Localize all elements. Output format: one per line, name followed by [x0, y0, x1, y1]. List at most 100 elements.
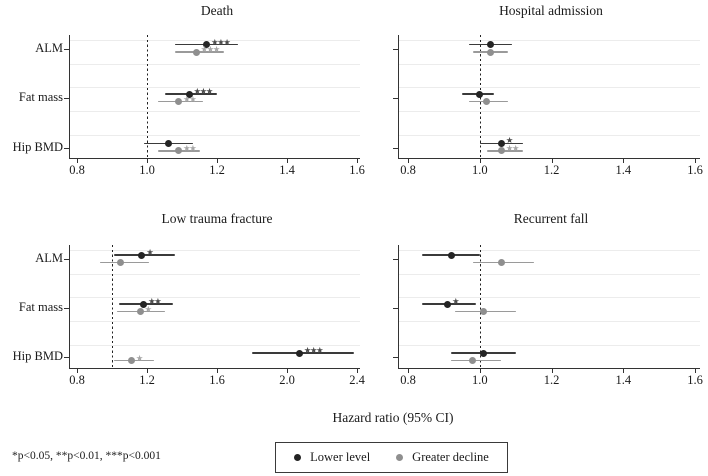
x-tick-label: 0.8 [400, 163, 416, 177]
point-estimate-marker [497, 259, 505, 266]
x-tick-mark [357, 159, 358, 163]
x-tick-mark [623, 159, 625, 163]
significance-stars: ★ [451, 297, 460, 307]
significance-stars: ★★ [183, 143, 197, 154]
point-estimate-marker [140, 300, 147, 308]
x-tick-label: 0.8 [69, 373, 85, 387]
point-estimate-marker [497, 147, 505, 155]
y-tick-mark [393, 49, 398, 50]
y-tick-mark [64, 308, 69, 310]
y-tick-mark [64, 147, 69, 149]
y-tick-mark [64, 98, 69, 100]
gridline [69, 63, 360, 65]
legend-item-lower-level: Lower level [294, 450, 370, 465]
category-label: Hip BMD [12, 139, 63, 154]
x-tick-mark [408, 159, 409, 163]
point-estimate-marker [479, 349, 487, 357]
category-label: Fat mass [18, 90, 63, 105]
x-axis-line [69, 368, 360, 369]
gridline [398, 250, 700, 251]
x-tick-label: 0.8 [400, 373, 416, 387]
x-tick-label: 1.4 [615, 163, 632, 177]
x-tick-mark [77, 369, 78, 373]
point-estimate-marker [497, 139, 505, 147]
panel-title: Death [200, 3, 234, 18]
gridline [398, 111, 700, 112]
x-tick-label: 2.0 [279, 373, 295, 387]
point-estimate-marker [487, 41, 494, 49]
x-tick-label: 1.6 [209, 373, 225, 387]
panel-title: Recurrent fall [513, 211, 589, 226]
dark-circle-icon [294, 454, 302, 461]
y-tick-mark [64, 357, 69, 359]
gridline [69, 134, 360, 136]
significance-stars: ★ [135, 353, 144, 364]
gridline [69, 250, 360, 251]
gridline [69, 344, 360, 346]
y-axis-line [398, 35, 399, 158]
gridline [398, 134, 700, 136]
legend-label: Lower level [310, 450, 371, 464]
reference-line [479, 245, 481, 368]
point-estimate-marker [295, 349, 303, 357]
category-label: Fat mass [18, 300, 63, 315]
x-tick-mark [551, 159, 553, 163]
gridline [398, 87, 700, 88]
x-tick-mark [147, 159, 148, 163]
significance-stars: ★ [146, 248, 154, 258]
point-estimate-marker [164, 139, 172, 147]
significance-stars: ★★★ [211, 37, 231, 48]
confidence-interval-line [451, 359, 502, 362]
point-estimate-marker [127, 357, 135, 364]
gridline [69, 273, 360, 275]
significance-stars: ★★ [148, 297, 162, 307]
gridline [398, 297, 700, 298]
point-estimate-marker [175, 147, 182, 155]
x-tick-label: 0.8 [69, 163, 85, 177]
x-tick-mark [287, 159, 288, 163]
x-tick-mark [357, 369, 358, 373]
x-tick-mark [479, 369, 481, 373]
point-estimate-marker [175, 98, 182, 105]
point-estimate-marker [117, 259, 125, 266]
x-tick-label: 1.2 [543, 163, 560, 177]
point-estimate-marker [447, 251, 455, 259]
significance-stars: ★★ [505, 143, 520, 154]
x-axis-line [398, 158, 700, 159]
x-tick-label: 1.2 [139, 373, 155, 387]
panel-title: Low trauma fracture [161, 211, 273, 226]
x-tick-mark [408, 369, 409, 373]
point-estimate-marker [192, 48, 200, 56]
x-tick-label: 1.0 [471, 163, 488, 177]
x-axis-line [69, 158, 360, 159]
y-tick-mark [393, 98, 398, 100]
x-axis-title: Hazard ratio (95% CI) [332, 410, 454, 425]
x-tick-mark [77, 159, 78, 163]
x-tick-label: 1.2 [543, 373, 560, 387]
point-estimate-marker [476, 90, 484, 98]
significance-stars: ★★★ [200, 45, 221, 56]
reference-line [147, 35, 148, 158]
point-estimate-marker [483, 98, 491, 105]
point-estimate-marker [443, 300, 451, 308]
confidence-interval-line [252, 352, 354, 354]
x-tick-label: 1.0 [139, 163, 155, 177]
x-tick-mark [217, 369, 218, 373]
x-tick-mark [287, 369, 288, 373]
y-axis-line [398, 245, 399, 368]
gridline [69, 111, 360, 112]
gridline [398, 344, 700, 346]
y-tick-mark [393, 147, 398, 149]
significance-stars: ★ [505, 136, 514, 147]
x-tick-label: 1.6 [687, 373, 703, 387]
gridline [398, 40, 700, 41]
gridline [398, 63, 700, 65]
significance-stars: ★★★ [193, 87, 214, 97]
gridline [69, 87, 360, 88]
point-estimate-marker [136, 308, 144, 315]
legend-label: Greater decline [412, 450, 489, 464]
point-estimate-marker [479, 308, 487, 315]
legend: Lower level Greater decline [275, 442, 508, 473]
significance-stars: ★ [144, 304, 153, 315]
